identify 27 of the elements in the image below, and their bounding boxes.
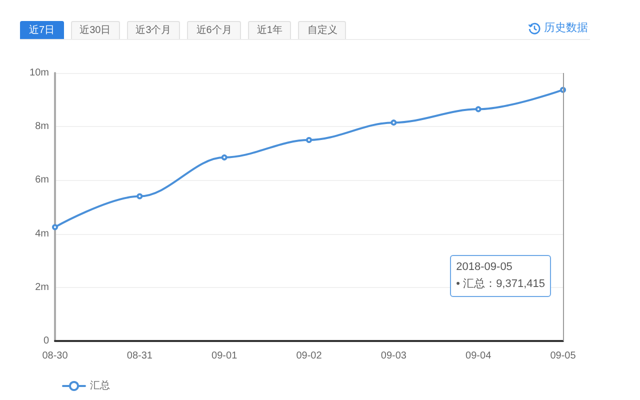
x-tick-label: 08-30 (42, 350, 68, 362)
y-tick-label: 10m (30, 68, 49, 78)
text: 近6个月 (187, 21, 241, 40)
y-tick-label: 4m (35, 228, 49, 240)
y-tick-label: 0 (43, 336, 50, 346)
text: 近3个月 (126, 21, 180, 40)
point (221, 154, 228, 160)
text: 近1年 (248, 21, 292, 40)
point (136, 193, 143, 200)
x-tick-label: 09-04 (466, 350, 492, 362)
x-tick-label: 09-01 (212, 350, 238, 362)
x-tick-label: 09-03 (380, 350, 407, 362)
y-tick-label: 6m (35, 174, 49, 186)
x-tick-label: 09-05 (550, 350, 576, 362)
y-tick-label: 2m (35, 282, 49, 293)
point (475, 106, 482, 112)
x-tick-label: 09-02 (296, 350, 322, 362)
point (390, 120, 397, 126)
text: 近30日 (70, 21, 120, 40)
y-tick-label: 8m (35, 121, 49, 132)
x-tick-label: 08-31 (126, 350, 153, 362)
point (52, 224, 58, 230)
legend-label: 汇总 (90, 380, 110, 392)
point (306, 137, 312, 143)
annotation: 2018-09-05 • 汇总：9,371,415 (450, 255, 551, 297)
text: 历史数据 (544, 21, 588, 36)
text: 自定义 (298, 21, 346, 40)
